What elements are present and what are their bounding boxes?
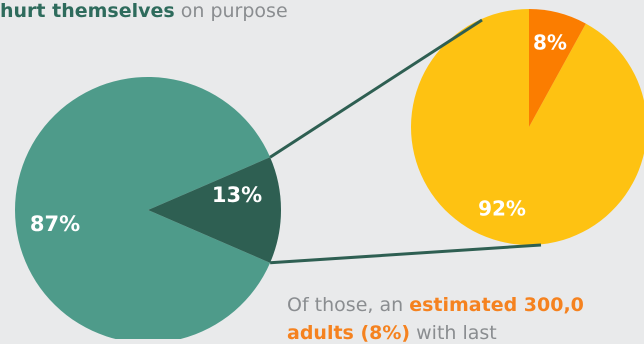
bottom-caption-prefix: Of those, an bbox=[287, 294, 410, 316]
detail-pie-slice-small bbox=[529, 9, 586, 127]
main-pie: 87% 13% bbox=[14, 77, 281, 339]
detail-pie-slice-large bbox=[411, 9, 644, 245]
top-caption-rest: on purpose bbox=[174, 0, 288, 22]
bottom-caption-line2: adults (8%) with last bbox=[287, 322, 497, 344]
top-caption: hurt themselves on purpose bbox=[0, 0, 288, 22]
detail-pie-label-large: 92% bbox=[478, 197, 526, 221]
bottom-caption-bold: estimated 300,0 bbox=[409, 294, 584, 316]
top-caption-bold: hurt themselves bbox=[0, 0, 175, 22]
main-pie-slice-small bbox=[148, 157, 281, 263]
main-pie-label-large: 87% bbox=[30, 212, 80, 236]
connector-line-bottom bbox=[270, 243, 542, 265]
connector-line-top bbox=[269, 18, 483, 159]
bottom-line2-bold: adults (8%) bbox=[287, 322, 411, 344]
detail-pie-label-small: 8% bbox=[533, 31, 567, 55]
bottom-caption: Of those, an estimated 300,0 bbox=[287, 294, 584, 316]
main-pie-label-small: 13% bbox=[212, 183, 262, 207]
detail-pie: 8% 92% bbox=[411, 9, 644, 245]
bottom-line2-rest: with last bbox=[410, 322, 497, 344]
main-pie-slice-large bbox=[14, 77, 271, 339]
